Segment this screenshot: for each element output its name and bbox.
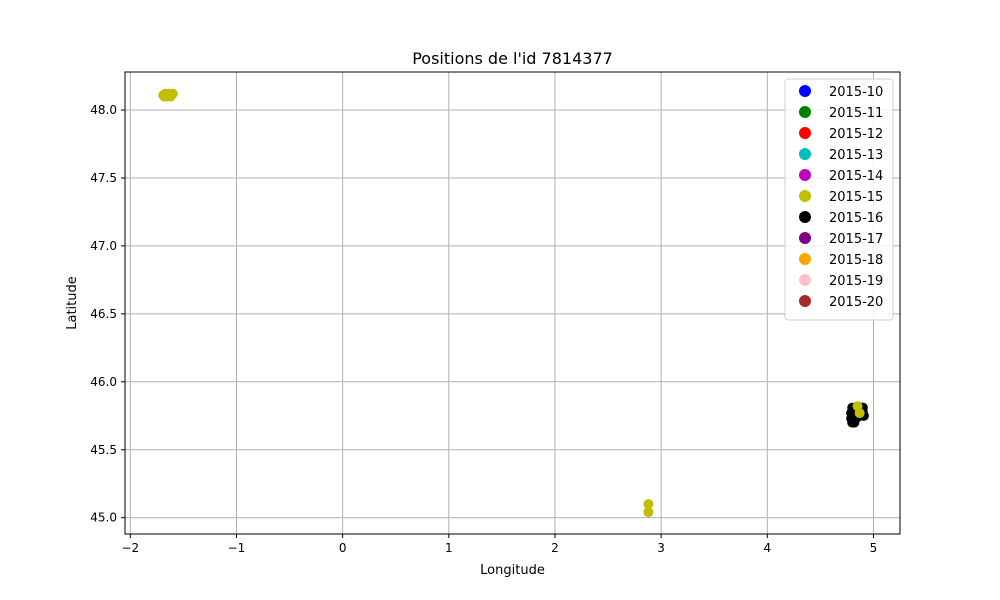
data-point [167,88,178,99]
legend-marker [799,85,811,97]
x-tick-label: 3 [657,541,665,555]
legend-label: 2015-13 [829,148,883,163]
legend-label: 2015-10 [829,85,883,100]
plot-frame [124,71,901,535]
legend-label: 2015-15 [829,190,883,205]
legend: 2015-10 2015-11 2015-12 2015-13 2015-14 2015-… [784,78,894,321]
legend-marker [799,232,811,244]
x-tick-label: 0 [339,541,347,555]
x-tick-label: 4 [763,541,771,555]
x-tick-label: 1 [445,541,453,555]
y-tick-label: 47.0 [90,239,117,253]
legend-label: 2015-18 [829,253,883,268]
axis-ticks: −2 −1 0 1 2 3 4 5 45.0 45.5 46.0 46.5 47.0 47.5 48.0 [90,103,877,555]
data-point [848,416,859,427]
legend-marker [799,274,811,286]
legend-label: 2015-19 [829,274,883,289]
y-tick-label: 45.5 [90,443,117,457]
x-axis-label: Longitude [480,563,545,578]
data-point [643,499,654,510]
y-axis-label: Latitude [65,276,80,330]
x-tick-label: 2 [551,541,559,555]
legend-marker [799,106,811,118]
data-point [643,507,654,518]
legend-marker [799,253,811,265]
legend-label: 2015-14 [829,169,883,184]
y-tick-label: 45.0 [90,511,117,525]
x-tick-label: −1 [228,541,246,555]
legend-marker [799,127,811,139]
legend-label: 2015-20 [829,295,883,310]
y-tick-label: 47.5 [90,171,117,185]
y-tick-label: 46.5 [90,307,117,321]
legend-label: 2015-17 [829,232,883,247]
grid [125,72,900,534]
y-tick-label: 46.0 [90,375,117,389]
legend-marker [799,295,811,307]
legend-marker [799,169,811,181]
x-tick-label: 5 [870,541,878,555]
legend-marker [799,148,811,160]
data-point [854,408,865,419]
x-tick-label: −2 [121,541,139,555]
y-tick-label: 48.0 [90,103,117,117]
legend-marker [799,211,811,223]
legend-box [784,78,894,321]
legend-label: 2015-12 [829,127,883,142]
legend-label: 2015-16 [829,211,883,226]
legend-label: 2015-11 [829,106,883,121]
chart-title: Positions de l'id 7814377 [412,49,613,68]
legend-marker [799,190,811,202]
data-points [158,88,869,518]
